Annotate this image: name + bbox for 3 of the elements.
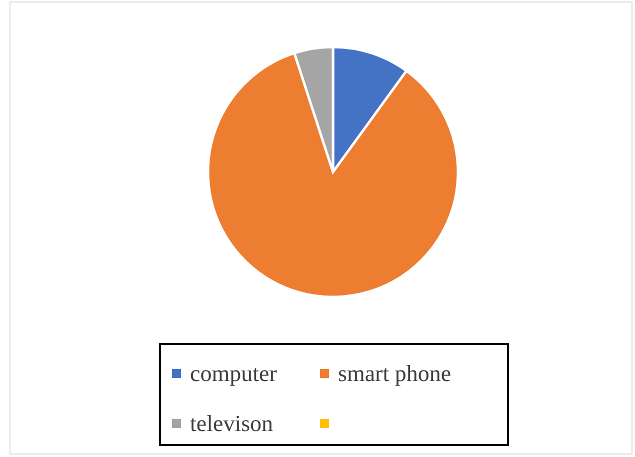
legend-label: televison	[190, 411, 274, 436]
legend-label: smart phone	[338, 361, 452, 386]
legend-label: computer	[190, 361, 278, 386]
